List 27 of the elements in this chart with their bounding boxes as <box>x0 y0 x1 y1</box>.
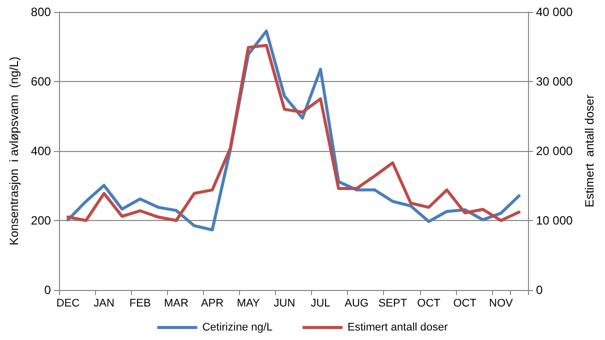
y-tick-label: 0 <box>44 283 52 297</box>
x-tick-label: MAY <box>236 298 261 310</box>
y-tick-label: 600 <box>30 74 52 88</box>
y2-tick-label: 0 <box>536 283 543 297</box>
legend-label: Cetirizine ng/L <box>202 322 273 334</box>
legend-label: Estimert antall doser <box>348 322 448 334</box>
y2-tick-label: 20 000 <box>536 144 574 158</box>
x-tick-label: JUL <box>310 298 330 310</box>
x-tick-label: OCT <box>417 298 441 310</box>
x-tick-label: MAR <box>164 298 188 310</box>
y2-tick-label: 30 000 <box>536 74 574 88</box>
x-tick-label: NOV <box>489 298 514 310</box>
x-tick-label: DEC <box>56 298 80 310</box>
x-tick-label: JAN <box>94 298 114 310</box>
y-tick-label: 200 <box>30 214 52 228</box>
y-tick-label: 800 <box>30 5 52 19</box>
x-tick-label: SEPT <box>378 298 408 310</box>
x-tick-label: APR <box>200 298 224 310</box>
y-axis-title: Konsentrasjon i avløpsvann (ng/L) <box>7 56 21 246</box>
x-tick-label: JUN <box>274 298 296 310</box>
y2-tick-label: 40 000 <box>536 5 574 19</box>
y2-tick-label: 10 000 <box>536 214 574 228</box>
y-tick-label: 400 <box>30 144 52 158</box>
y2-axis-title: Estimert antall doser <box>582 94 597 208</box>
x-tick-label: FEB <box>129 298 151 310</box>
x-tick-label: AUG <box>344 298 369 310</box>
x-tick-label: OCT <box>453 298 477 310</box>
